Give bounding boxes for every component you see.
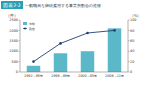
legend-label: 件数 — [29, 22, 35, 26]
marker — [86, 32, 89, 35]
figure-number-box — [1, 1, 23, 9]
legend-swatch — [23, 28, 27, 29]
legend-swatch — [23, 22, 27, 25]
y2-tick-label: 80 — [130, 29, 134, 33]
figure-number: 図表2-2 — [3, 2, 21, 8]
x-tick-label: 2000～05年 — [78, 74, 97, 78]
y2-tick-label: 20 — [130, 60, 134, 64]
bar — [54, 53, 68, 72]
y2-tick-label: 60 — [130, 39, 134, 43]
y-tick-label: 0 — [16, 70, 18, 74]
x-tick-label: 2006～11年 — [105, 74, 124, 78]
y2-axis — [128, 20, 129, 72]
y-tick-label: 1500 — [9, 39, 18, 43]
legend-label: 割合 — [29, 27, 35, 31]
y-tick-label: 500 — [12, 60, 18, 64]
y-tick-label: 2500 — [9, 18, 18, 22]
plot-area — [27, 28, 122, 72]
y2-tick-label: 100 — [130, 18, 136, 22]
y2-tick-label: 40 — [130, 49, 134, 53]
y2-tick-label: 0 — [130, 70, 132, 74]
y-tick-label: 1000 — [9, 49, 18, 53]
chart: 図表2-2一般職員を継続雇用する事業所割合の推移（件）（%）0500100015… — [0, 0, 150, 95]
marker — [59, 42, 62, 45]
y-tick-label: 2000 — [9, 29, 18, 33]
marker — [113, 29, 116, 32]
x-tick-label: 1996～99年 — [51, 74, 70, 78]
bar — [27, 66, 41, 72]
marker — [32, 60, 35, 63]
x-axis — [20, 72, 128, 73]
title: 一般職員を継続雇用する事業所割合の推移 — [25, 3, 101, 8]
line — [34, 30, 115, 61]
x-tick-label: 1992～95年 — [24, 74, 43, 78]
legend-marker — [24, 28, 26, 30]
y-axis — [20, 20, 21, 72]
bar — [81, 51, 95, 72]
bar — [108, 28, 122, 72]
